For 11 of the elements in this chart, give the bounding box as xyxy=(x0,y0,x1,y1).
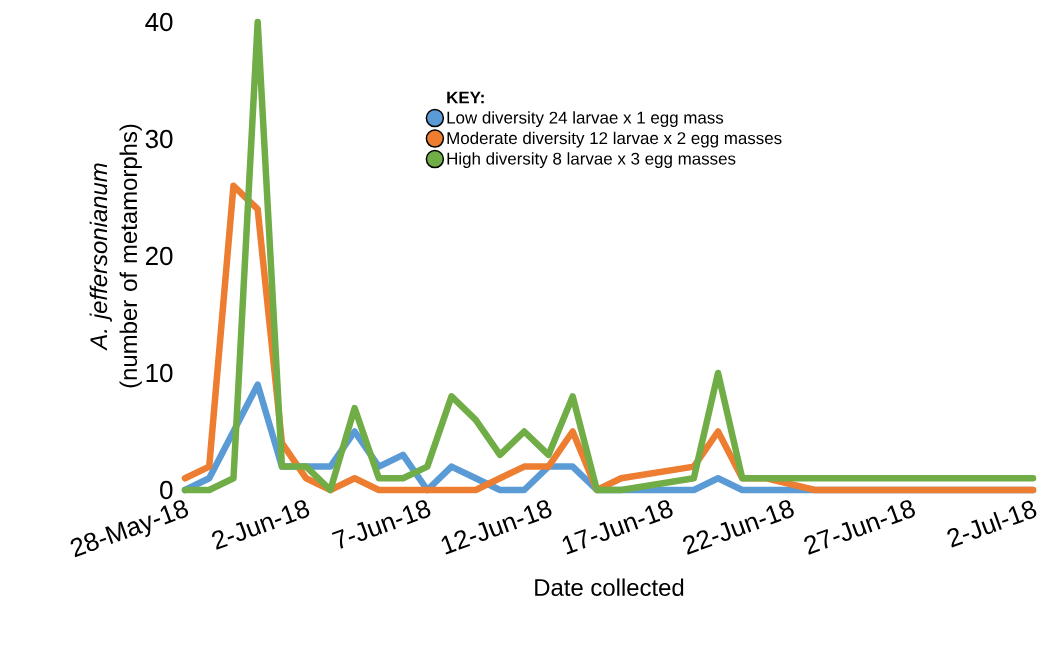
legend-title: KEY: xyxy=(447,91,484,104)
legend-label: High diversity 8 larvae x 3 egg masses xyxy=(447,152,736,168)
y-tick-label: 20 xyxy=(145,246,173,266)
y-axis-title: A. jeffersonianum (number of metamorphs) xyxy=(89,124,142,388)
y-tick-label: 10 xyxy=(146,363,173,383)
y-tick-label: 0 xyxy=(160,480,173,500)
x-axis-title: Date collected xyxy=(535,578,684,596)
y-tick-label: 30 xyxy=(145,129,173,149)
legend-label: Moderate diversity 12 larvae x 2 egg masses xyxy=(447,131,782,148)
legend-label: Low diversity 24 larvae x 1 egg mass xyxy=(447,111,724,127)
y-tick-label: 40 xyxy=(145,12,173,32)
